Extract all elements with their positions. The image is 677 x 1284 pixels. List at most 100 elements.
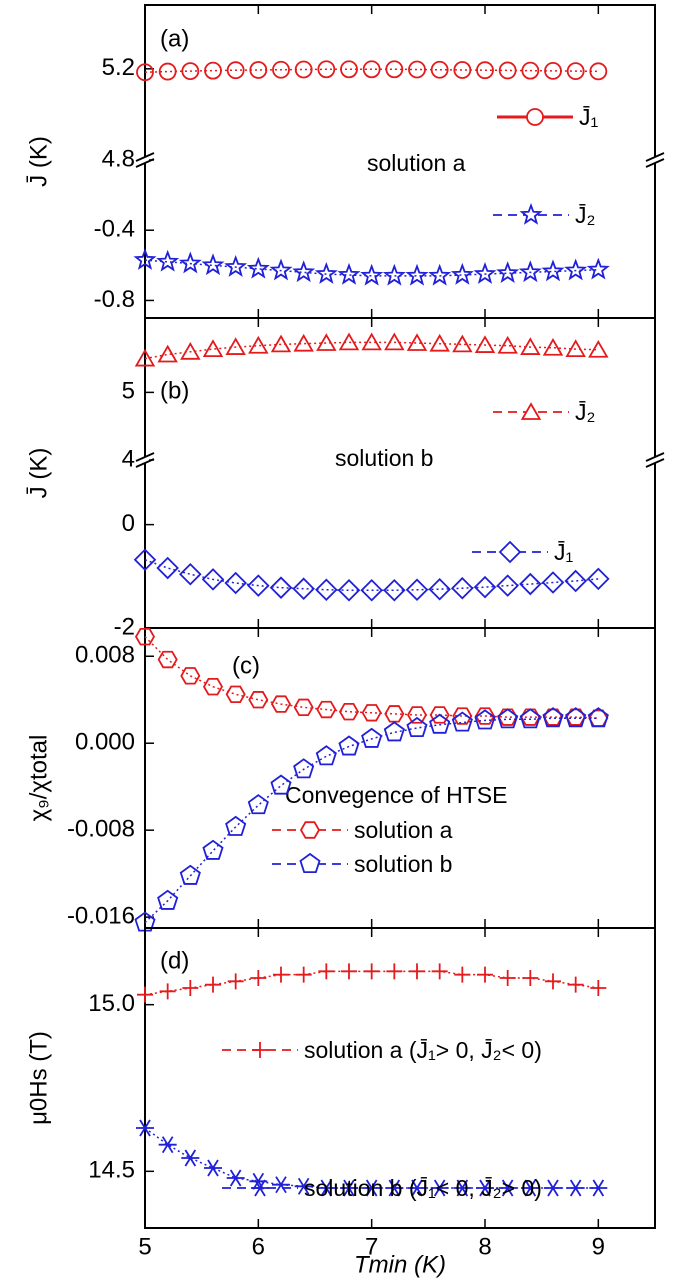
marker xyxy=(587,707,609,728)
y-tick-label: 14.5 xyxy=(88,1157,135,1184)
marker xyxy=(565,707,587,728)
marker xyxy=(362,60,381,79)
marker xyxy=(202,839,224,860)
marker xyxy=(178,251,202,274)
marker xyxy=(180,667,201,685)
marker xyxy=(474,335,496,353)
annotation: solution b xyxy=(335,445,433,471)
marker xyxy=(317,60,336,79)
marker xyxy=(589,62,608,81)
marker xyxy=(497,335,518,354)
marker xyxy=(566,1179,585,1197)
series-line xyxy=(144,259,599,277)
legend-text: solution a xyxy=(354,817,453,843)
marker xyxy=(316,333,337,351)
marker xyxy=(429,333,450,352)
y-tick-label: -0.016 xyxy=(67,902,135,929)
marker xyxy=(405,578,429,602)
marker xyxy=(453,61,472,79)
marker xyxy=(134,348,156,367)
marker xyxy=(382,263,406,286)
marker xyxy=(224,571,247,595)
panel-label: (a) xyxy=(160,25,189,52)
y-tick-label: 5.2 xyxy=(102,54,135,81)
legend-text: J̄₁ xyxy=(579,104,599,130)
axis-break-gap xyxy=(651,457,659,463)
x-tick-label: 7 xyxy=(365,1233,378,1260)
marker xyxy=(225,337,246,355)
marker xyxy=(340,60,358,79)
marker xyxy=(428,577,451,601)
marker xyxy=(338,332,360,351)
y-tick-label: 4 xyxy=(122,445,135,472)
marker xyxy=(136,1119,154,1137)
marker xyxy=(589,1179,608,1197)
y-tick-label: -2 xyxy=(114,613,135,640)
marker xyxy=(473,262,497,284)
marker xyxy=(385,60,404,79)
marker xyxy=(544,1179,562,1197)
marker xyxy=(299,821,321,839)
panel-label: (c) xyxy=(232,652,260,679)
panel-frame xyxy=(144,927,656,1229)
marker xyxy=(564,258,588,281)
x-tick-label: 6 xyxy=(252,1233,265,1260)
marker xyxy=(137,986,153,1003)
marker xyxy=(360,263,384,286)
marker xyxy=(452,707,473,725)
marker xyxy=(542,707,564,728)
legend-text: J̄₂ xyxy=(575,202,595,228)
series-line xyxy=(144,559,599,592)
marker xyxy=(226,1169,245,1187)
legend-text: solution b xyxy=(354,851,452,877)
marker xyxy=(292,577,315,600)
marker xyxy=(586,257,610,280)
marker xyxy=(299,852,321,873)
marker xyxy=(317,1179,336,1197)
marker xyxy=(158,62,177,81)
marker xyxy=(498,1179,517,1197)
series-line xyxy=(144,636,599,719)
marker xyxy=(431,963,448,980)
marker xyxy=(157,650,178,669)
marker xyxy=(133,548,157,572)
x-tick-label: 8 xyxy=(478,1233,491,1260)
marker xyxy=(273,966,289,983)
marker xyxy=(252,1042,268,1058)
marker xyxy=(520,402,542,420)
marker xyxy=(338,735,360,756)
axis-break-gap xyxy=(651,157,659,163)
marker xyxy=(225,685,246,703)
marker xyxy=(201,253,225,276)
marker xyxy=(498,61,517,80)
marker xyxy=(384,332,405,351)
marker xyxy=(293,698,314,717)
marker xyxy=(224,255,248,277)
marker xyxy=(385,1179,404,1197)
axis-break xyxy=(645,158,665,168)
marker xyxy=(476,61,494,80)
marker xyxy=(158,1136,177,1154)
marker xyxy=(227,973,244,990)
axis-break xyxy=(645,152,665,162)
y-tick-label: 0.008 xyxy=(75,642,135,669)
axis-break-gap xyxy=(141,157,149,163)
axis-break-gap xyxy=(141,457,149,463)
y-tick-label: 4.8 xyxy=(102,145,135,172)
axis-break xyxy=(135,458,155,468)
marker xyxy=(251,1179,269,1197)
marker xyxy=(247,574,270,597)
marker xyxy=(473,575,497,599)
legend-text: solution a (J̄₁> 0, J̄₂< 0) xyxy=(304,1037,542,1063)
y-axis-label: J̄ (K) xyxy=(25,448,52,499)
marker xyxy=(270,695,292,713)
y-axis-label: χ₉/χtotal xyxy=(25,735,52,822)
marker xyxy=(134,628,156,646)
marker xyxy=(269,258,293,281)
marker xyxy=(497,708,519,729)
marker xyxy=(314,262,338,284)
series-line xyxy=(144,341,599,360)
marker xyxy=(406,706,428,724)
marker xyxy=(383,578,406,602)
